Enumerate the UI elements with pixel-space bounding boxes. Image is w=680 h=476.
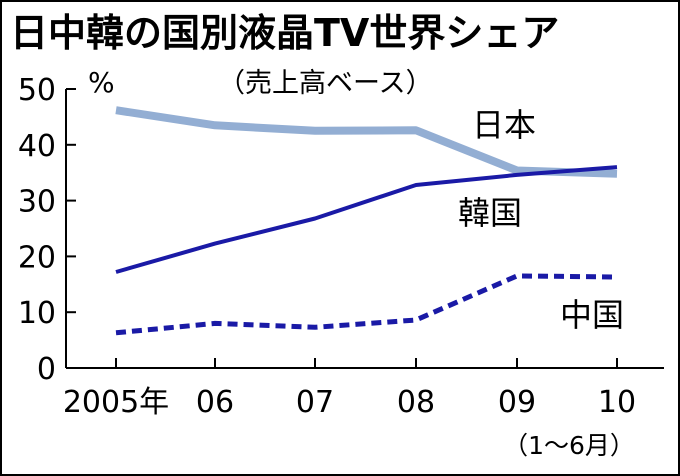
x-tick-label: 06 xyxy=(196,385,234,420)
series-label-korea: 韓国 xyxy=(458,194,522,232)
y-axis-unit: % xyxy=(88,66,115,99)
y-tick-label: 0 xyxy=(37,352,56,387)
series-line-korea xyxy=(115,165,618,274)
chart-title: 日中韓の国別液晶TV世界シェア xyxy=(10,11,559,55)
x-axis-note: （1〜6月） xyxy=(503,431,635,460)
series-label-china: 中国 xyxy=(560,296,624,334)
y-tick-label: 50 xyxy=(18,73,56,108)
chart-subtitle: （売上高ベース） xyxy=(218,68,433,99)
x-tick-label: 07 xyxy=(296,385,334,420)
x-tick-label: 10 xyxy=(598,385,636,420)
x-tick-label: 2005年 xyxy=(63,385,169,420)
y-tick-label: 10 xyxy=(18,296,56,331)
series-line-china xyxy=(115,273,618,336)
y-tick-label: 40 xyxy=(18,129,56,164)
y-tick-label: 30 xyxy=(18,185,56,220)
series-line-japan xyxy=(115,106,618,178)
y-tick-label: 20 xyxy=(18,240,56,275)
series-label-japan: 日本 xyxy=(472,106,536,144)
x-tick-label: 09 xyxy=(498,385,536,420)
x-tick-label: 08 xyxy=(397,385,435,420)
